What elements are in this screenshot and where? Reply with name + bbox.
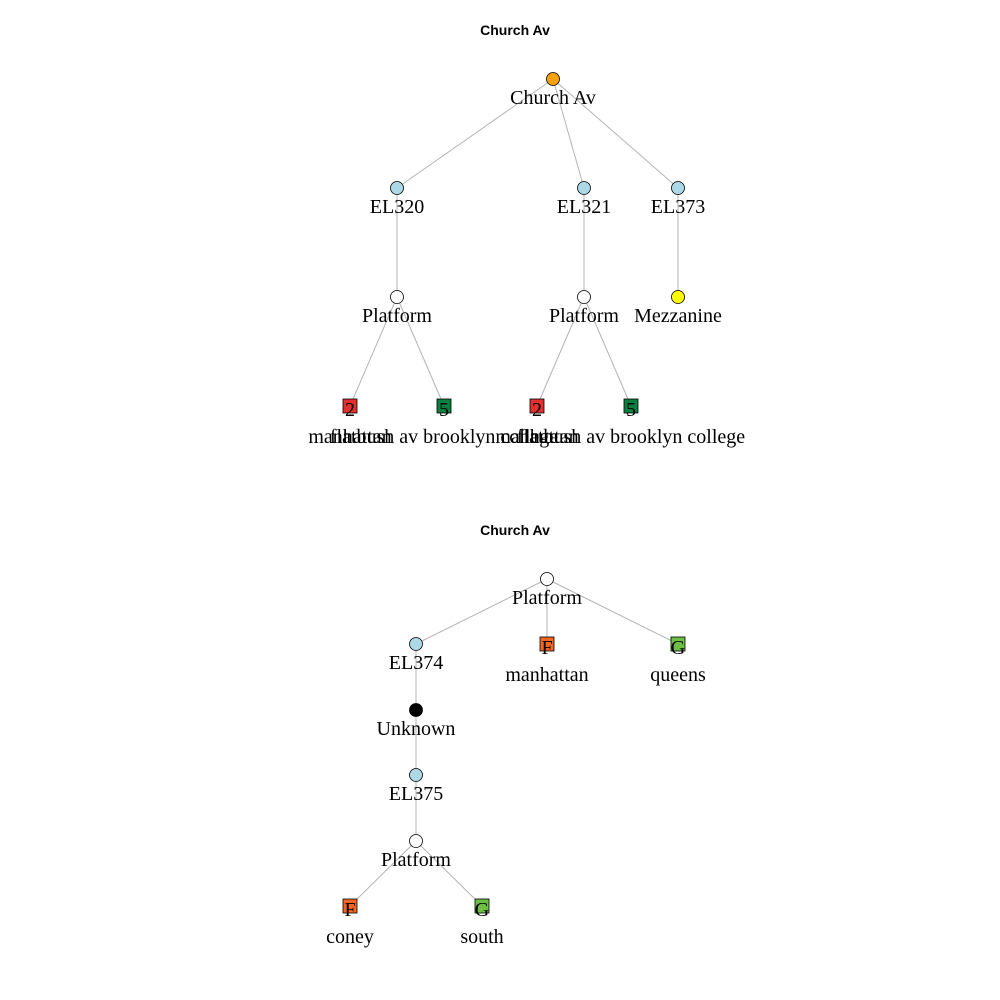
direction-label: coney (326, 926, 374, 948)
mezzanine-marker (671, 290, 685, 304)
node-elevator: EL321 (557, 181, 611, 218)
line-letter: F (344, 899, 355, 921)
line-5-marker (436, 398, 452, 414)
line-letter: 5 (439, 399, 449, 421)
edge-s-e373 (552, 78, 679, 189)
node-elevator: EL375 (389, 768, 443, 805)
line-2-marker (529, 398, 545, 414)
node-line: 2 manhattan (495, 398, 579, 448)
direction-label: queens (650, 664, 706, 686)
edge-p0-e374 (415, 578, 548, 645)
line-letter: F (541, 637, 552, 659)
node-platform: Platform (362, 290, 432, 327)
direction-label: manhattan (308, 426, 391, 448)
elevator-marker (671, 181, 685, 195)
elevator-label: EL373 (651, 196, 705, 218)
node-platform: Platform (381, 834, 451, 871)
platform-label: Platform (512, 587, 582, 609)
platform-label: Platform (362, 305, 432, 327)
line-G-marker (670, 636, 686, 652)
diagram-top: Church Av Church Av EL320 EL321 EL373 Platfor… (308, 22, 745, 448)
edge-p3-g2 (415, 840, 483, 907)
platform-marker (540, 572, 554, 586)
elevator-label: EL321 (557, 196, 611, 218)
edge-s-e320 (396, 78, 554, 189)
elevator-label: EL374 (389, 652, 443, 674)
elevator-label: EL375 (389, 783, 443, 805)
line-F-marker (539, 636, 555, 652)
line-letter: G (475, 899, 489, 921)
line-G-marker (474, 898, 490, 914)
direction-label: flatbush av brooklyn college (517, 426, 745, 448)
diagram-title: Church Av (480, 22, 550, 38)
line-letter: 5 (626, 399, 636, 421)
unknown-label: Unknown (377, 718, 456, 740)
node-line: 2 manhattan (308, 398, 392, 448)
node-station: Church Av (510, 72, 596, 109)
platform-marker (577, 290, 591, 304)
node-line: 5 flatbush av brooklyn college (517, 398, 745, 448)
platform-label: Platform (381, 849, 451, 871)
node-line: 5 flatbush av brooklyn college (330, 398, 558, 448)
platform-marker (409, 834, 423, 848)
node-elevator: EL374 (389, 637, 443, 674)
elevator-marker (409, 768, 423, 782)
edge-p1-b (396, 296, 445, 407)
edge-p2-d (583, 296, 632, 407)
mezzanine-label: Mezzanine (634, 305, 722, 327)
node-unknown: Unknown (377, 703, 456, 740)
node-mezzanine: Mezzanine (634, 290, 722, 327)
node-platform: Platform (512, 572, 582, 609)
line-letter: G (671, 637, 685, 659)
edge-p3-f2 (349, 840, 417, 907)
elevator-marker (409, 637, 423, 651)
edge-p2-c (536, 296, 585, 407)
edges (349, 78, 679, 407)
edges (349, 578, 679, 907)
station-label: Church Av (510, 87, 596, 109)
station-marker (546, 72, 560, 86)
line-letter: 2 (345, 399, 355, 421)
platform-marker (390, 290, 404, 304)
line-F-marker (342, 898, 358, 914)
unknown-marker (409, 703, 423, 717)
direction-label: south (460, 926, 503, 948)
line-2-marker (342, 398, 358, 414)
node-elevator: EL373 (651, 181, 705, 218)
line-5-marker (623, 398, 639, 414)
direction-label: manhattan (495, 426, 578, 448)
line-letter: 2 (532, 399, 542, 421)
edge-s-e321 (552, 78, 585, 189)
node-elevator: EL320 (370, 181, 424, 218)
direction-label: flatbush av brooklyn college (330, 426, 558, 448)
direction-label: manhattan (505, 664, 588, 686)
elevator-marker (390, 181, 404, 195)
edge-p0-g1 (546, 578, 679, 645)
node-platform: Platform (549, 290, 619, 327)
platform-label: Platform (549, 305, 619, 327)
diagram-title: Church Av (480, 522, 550, 538)
edge-p1-a (349, 296, 398, 407)
elevator-label: EL320 (370, 196, 424, 218)
elevator-marker (577, 181, 591, 195)
